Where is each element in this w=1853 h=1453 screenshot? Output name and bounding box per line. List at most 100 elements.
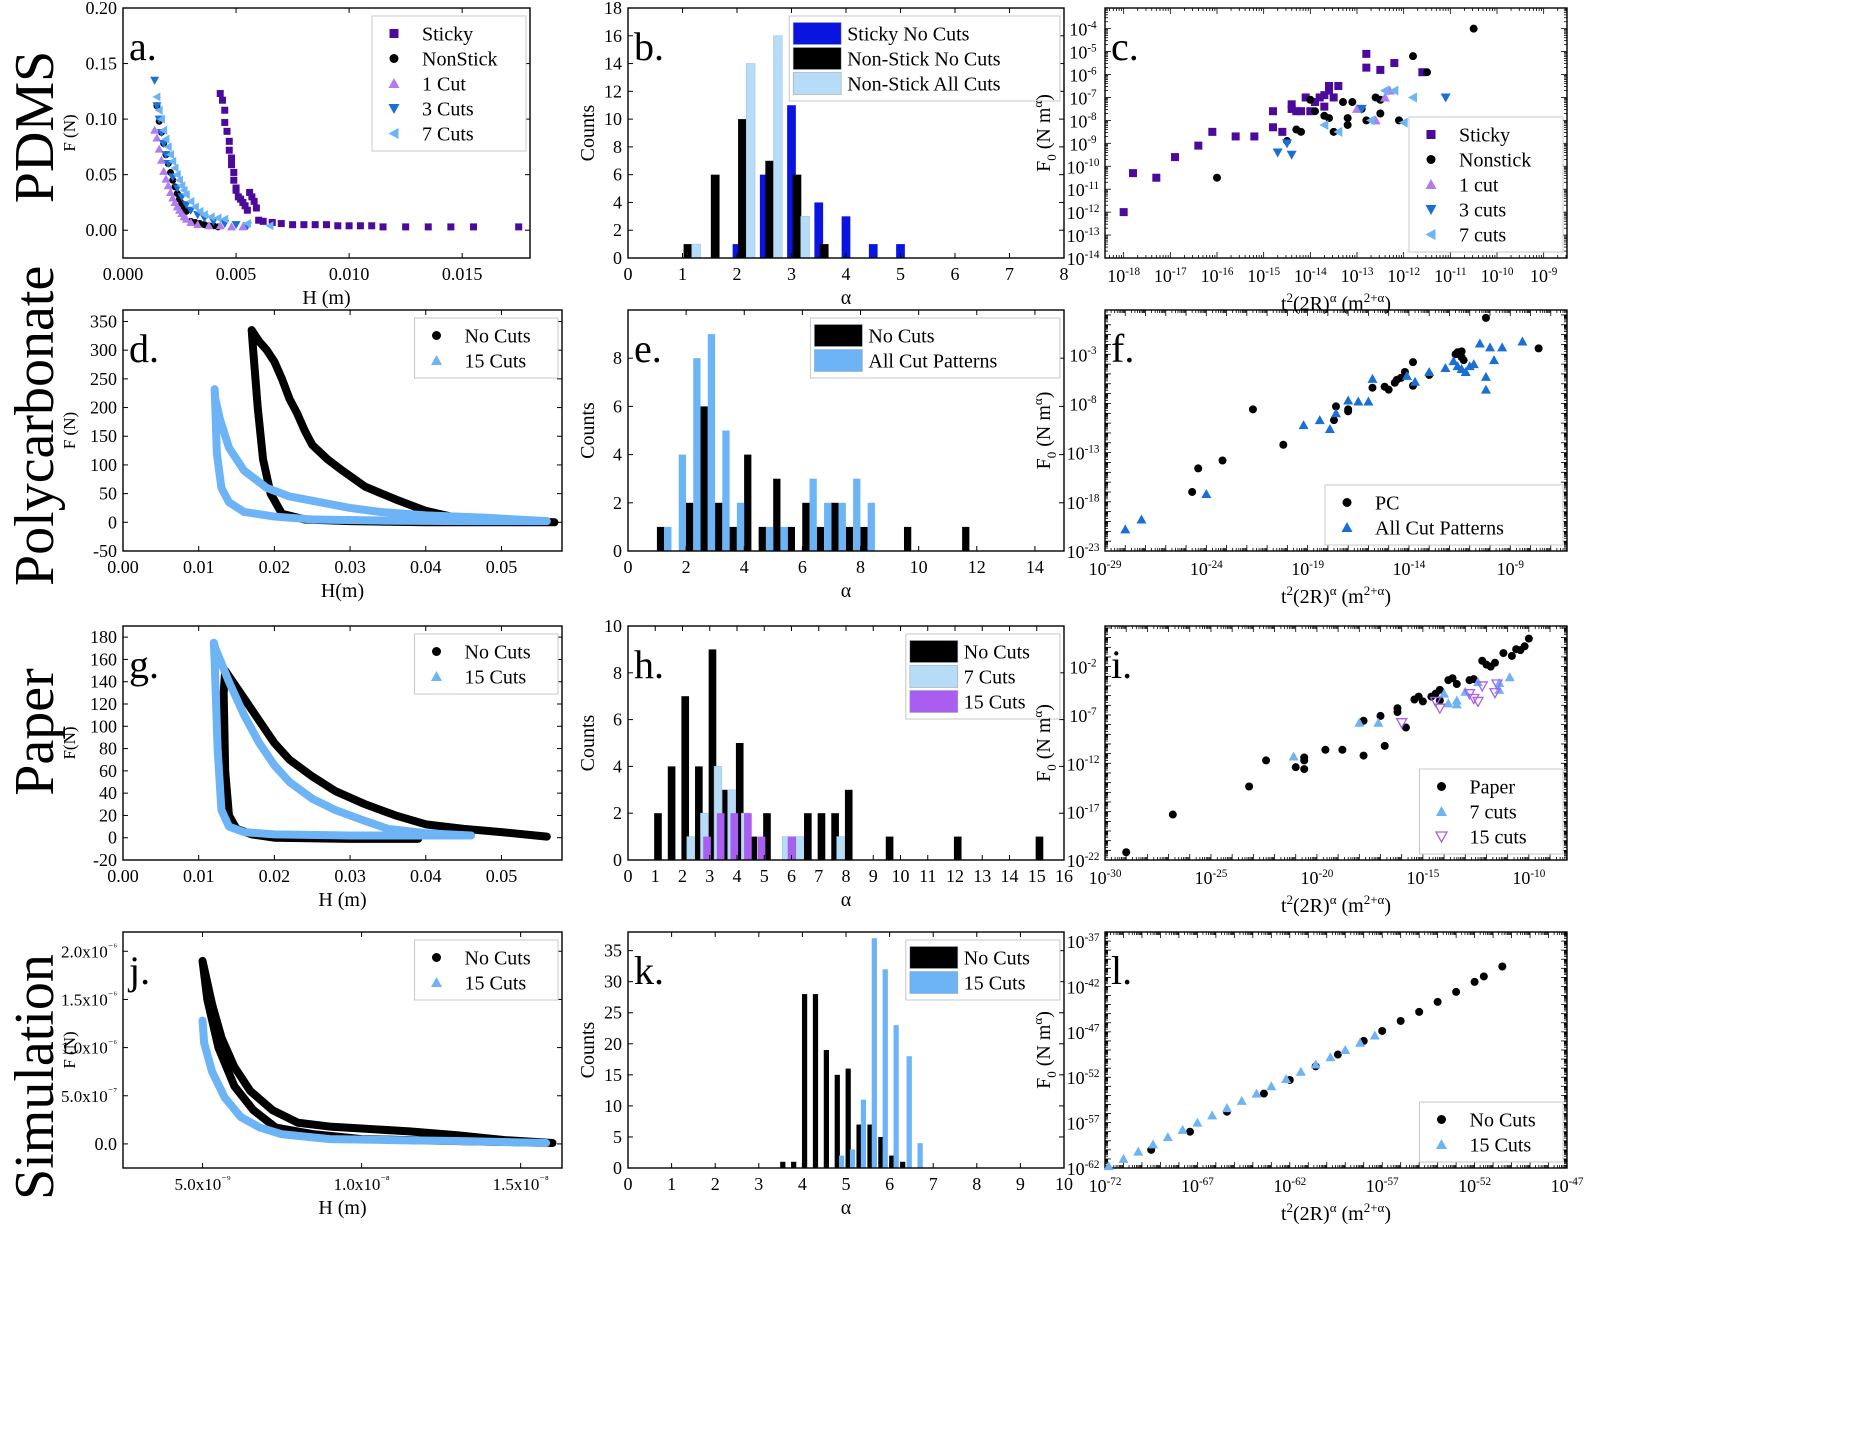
bar xyxy=(735,743,744,860)
y-tick-label: 0 xyxy=(108,512,117,532)
legend-label: 15 Cuts xyxy=(465,351,527,373)
data-point xyxy=(1452,987,1461,996)
y-tick-label: 6 xyxy=(613,710,622,730)
bar xyxy=(816,526,825,551)
y-tick-label: 25 xyxy=(604,1003,622,1023)
x-tick-label: 0 xyxy=(624,264,633,284)
data-point xyxy=(154,105,163,115)
legend-label: Nonstick xyxy=(1459,150,1531,172)
legend-marker xyxy=(432,647,441,656)
legend-marker xyxy=(388,78,400,88)
data-point xyxy=(186,217,196,226)
series-3-cuts xyxy=(1272,93,1451,160)
legend-label: No Cuts xyxy=(964,642,1030,664)
legend-label: Sticky xyxy=(1459,125,1510,147)
data-point xyxy=(1494,678,1505,688)
x-tick-label: 10-14 xyxy=(1294,266,1327,286)
data-point xyxy=(1120,524,1131,534)
chart-b: b.0 1 2 3 4 5 6 7 8024681012141618αCountsSticky … xyxy=(577,0,1069,309)
y-tick-label: 300 xyxy=(90,340,117,360)
data-point xyxy=(181,190,190,200)
data-point xyxy=(1315,93,1324,102)
y-tick-label: 8 xyxy=(613,663,622,683)
series-1-cut xyxy=(150,125,248,231)
legend-label: 7 cuts xyxy=(1459,225,1506,247)
bar xyxy=(703,836,711,860)
x-tick-label: 10-9 xyxy=(1530,266,1558,286)
bar xyxy=(729,526,737,551)
data-point xyxy=(1311,98,1319,107)
y-axis-label: Counts xyxy=(577,104,599,161)
legend-label: 15 Cuts xyxy=(964,973,1026,995)
bar xyxy=(853,478,861,551)
bar xyxy=(867,502,875,551)
bar xyxy=(758,526,766,551)
data-point xyxy=(1376,65,1385,74)
bar xyxy=(824,502,832,551)
data-line xyxy=(198,956,557,1147)
legend-marker xyxy=(1425,229,1436,240)
legend: No Cuts 15 Cuts xyxy=(414,633,559,695)
y-tick-label: 10-18 xyxy=(1067,493,1100,513)
y-tick-label: 10-42 xyxy=(1067,977,1100,997)
y-tick-label: 8 xyxy=(613,137,622,157)
bar xyxy=(801,994,808,1168)
legend-marker xyxy=(389,29,399,38)
bar xyxy=(860,1099,867,1168)
data-point xyxy=(1321,745,1330,754)
y-tick-label: 100 xyxy=(90,455,117,475)
legend-label: 1 cut xyxy=(1459,175,1499,197)
legend-box xyxy=(414,633,559,695)
y-axis-label: Counts xyxy=(577,714,599,771)
bar xyxy=(744,813,752,860)
data-point xyxy=(152,133,162,142)
x-axis-label: α xyxy=(841,580,852,602)
chart-d: d. 0.00 0.01 0.02 0.03 0.04 0.05 -50 0 50 100 150 20… xyxy=(60,309,563,602)
x-tick-label: 0.000 xyxy=(103,264,144,284)
data-point xyxy=(1186,1127,1195,1136)
data-point xyxy=(1440,363,1451,373)
data-point xyxy=(1366,115,1375,126)
series-7-cuts xyxy=(152,92,274,231)
y-tick-label: 6 xyxy=(613,165,622,185)
data-point xyxy=(159,166,169,175)
bar xyxy=(695,766,703,860)
y-axis-label: F0 (N mα) xyxy=(1030,1011,1059,1089)
x-axis-label: t2(2R)α (m2+α) xyxy=(1281,1200,1391,1225)
y-tick-label: 10-10 xyxy=(1067,157,1100,177)
x-tick-label: 4 xyxy=(733,866,742,886)
series-15-cuts xyxy=(209,638,476,840)
y-tick-label: 250 xyxy=(90,369,117,389)
bar xyxy=(823,1050,829,1168)
series-sticky xyxy=(1119,49,1427,217)
bar xyxy=(780,526,788,551)
data-point xyxy=(1401,370,1412,380)
bar xyxy=(802,502,810,551)
x-tick-label: 10-24 xyxy=(1190,559,1223,579)
x-tick-label: 0.04 xyxy=(410,866,442,886)
x-tick-label: 10-10 xyxy=(1481,266,1514,286)
x-tick-label: 2 xyxy=(711,1174,720,1194)
bar xyxy=(765,526,774,551)
data-point xyxy=(1207,1110,1218,1120)
data-point xyxy=(1194,464,1203,473)
plot-frame xyxy=(122,7,531,259)
legend-label: No Cuts xyxy=(465,948,531,970)
legend: Sticky NonStick 1 Cut 3 Cuts 7 Cuts xyxy=(371,15,527,152)
y-tick-label: 10-23 xyxy=(1067,542,1100,562)
data-point xyxy=(1359,751,1368,760)
data-point xyxy=(150,125,160,134)
series-sticky-no-cuts xyxy=(732,105,905,258)
legend-marker xyxy=(388,104,400,114)
data-point xyxy=(1354,717,1365,727)
data-point xyxy=(379,223,387,231)
bar xyxy=(791,1161,797,1168)
data-point xyxy=(1103,1161,1114,1171)
legend-swatch xyxy=(909,690,959,713)
data-point xyxy=(1262,756,1271,765)
bar xyxy=(765,160,775,258)
x-tick-label: 10-12 xyxy=(1387,266,1420,286)
bar xyxy=(868,244,878,258)
plot-frame xyxy=(1104,7,1568,259)
bar xyxy=(906,1056,912,1168)
